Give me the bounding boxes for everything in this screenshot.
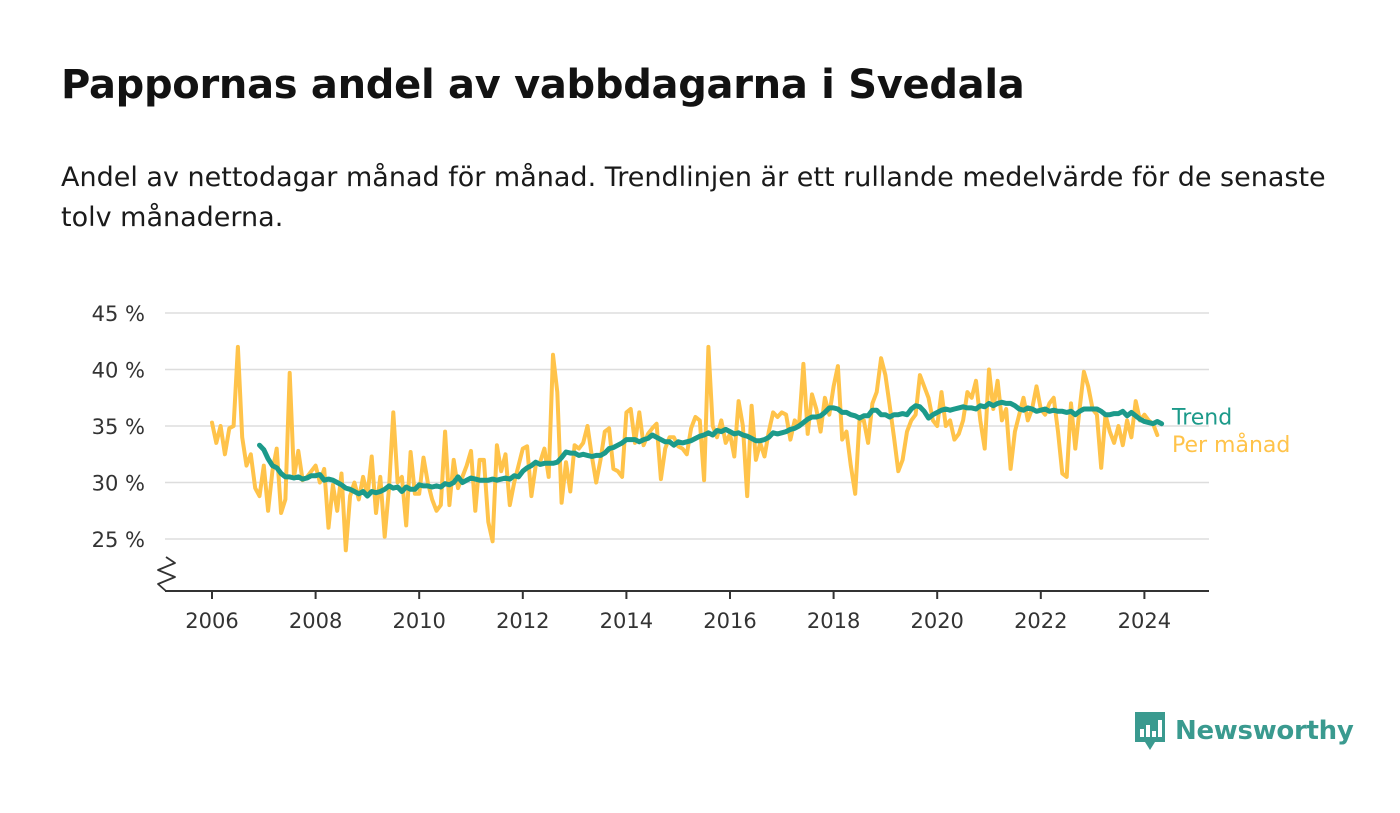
x-tick-label: 2010 (392, 609, 445, 633)
y-gridlines (165, 312, 1209, 540)
y-axis-break-icon (157, 556, 176, 592)
x-tick-label: 2020 (910, 609, 963, 633)
series-label-trend: Trend (1171, 406, 1232, 431)
axes (157, 556, 1209, 592)
brand-name: Newsworthy (1175, 716, 1354, 746)
y-tick-label: 25 % (92, 528, 145, 552)
x-tick-label: 2006 (185, 609, 238, 633)
x-tick-label: 2016 (703, 609, 756, 633)
series-line-per-manad (210, 344, 1160, 553)
y-tick-label: 30 % (92, 472, 145, 496)
x-tick-label: 2024 (1118, 609, 1171, 633)
y-tick-label: 45 % (92, 302, 145, 326)
x-tick-label: 2022 (1014, 609, 1067, 633)
newsworthy-chart-icon (1135, 712, 1165, 750)
y-tick-label: 35 % (92, 415, 145, 439)
y-ticks: 25 % 30 % 35 % 40 % 45 % (92, 302, 145, 552)
x-tick-label: 2014 (600, 609, 653, 633)
chart-title: Pappornas andel av vabbdagarna i Svedala (61, 62, 1025, 108)
newsworthy-logo: Newsworthy (1133, 710, 1354, 752)
series-line-trend (257, 399, 1165, 499)
series (210, 344, 1165, 553)
x-tick-label: 2012 (496, 609, 549, 633)
y-tick-label: 40 % (92, 359, 145, 383)
x-tick-label: 2018 (807, 609, 860, 633)
series-label-per-manad: Per månad (1172, 432, 1290, 458)
x-tick-label: 2008 (289, 609, 342, 633)
chart-subtitle: Andel av nettodagar månad för månad. Tre… (61, 162, 1326, 233)
x-ticks: 2006 2008 2010 2012 2014 2016 2018 2020 2022 2024 (185, 591, 1171, 633)
